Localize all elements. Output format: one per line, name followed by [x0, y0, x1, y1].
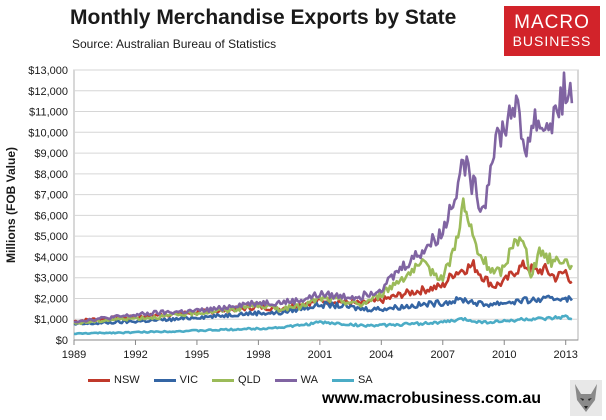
y-tick-label: $2,000	[34, 293, 68, 305]
legend-swatch	[153, 378, 176, 382]
y-tick-label: $11,000	[29, 107, 68, 119]
footer-url: www.macrobusiness.com.au	[322, 390, 542, 407]
y-tick-label: $8,000	[34, 169, 68, 181]
y-tick-label: $10,000	[28, 127, 68, 139]
legend-label: NSW	[114, 374, 140, 386]
legend-label: QLD	[238, 374, 261, 386]
x-tick-label: 2013	[553, 349, 577, 361]
legend-swatch	[212, 378, 235, 382]
legend-swatch	[274, 378, 297, 382]
x-tick-label: 1989	[62, 349, 86, 361]
legend-item-vic: VIC	[153, 374, 199, 386]
logo-line-1: MACRO	[514, 12, 590, 33]
wolf-icon	[570, 380, 602, 416]
legend-label: WA	[300, 374, 318, 386]
legend-label: SA	[357, 374, 373, 386]
x-tick-label: 1992	[123, 349, 147, 361]
chart-title: Monthly Merchandise Exports by State	[70, 6, 457, 29]
x-tick-label: 1998	[246, 349, 270, 361]
y-tick-label: $13,000	[28, 65, 68, 77]
legend-label: VIC	[179, 374, 199, 386]
y-tick-label: $0	[56, 335, 68, 347]
legend-item-wa: WA	[274, 374, 318, 386]
series-line-nsw	[73, 259, 573, 324]
y-tick-label: $1,000	[34, 314, 68, 326]
legend-item-sa: SA	[331, 374, 373, 386]
logo-line-2: BUSINESS	[512, 33, 592, 49]
series-line-sa	[73, 314, 573, 336]
x-tick-label: 2001	[308, 349, 332, 361]
x-tick-label: 2010	[492, 349, 516, 361]
series-line-qld	[73, 197, 574, 326]
macrobusiness-logo: MACRO BUSINESS	[504, 6, 600, 56]
chart-source: Source: Australian Bureau of Statistics	[72, 37, 277, 51]
x-tick-label: 1995	[185, 349, 209, 361]
legend-swatch	[331, 378, 354, 382]
legend-item-qld: QLD	[212, 374, 261, 386]
y-tick-label: $12,000	[28, 86, 68, 98]
chart-legend: NSW VIC QLD WA SA	[88, 374, 373, 386]
x-tick-label: 2007	[431, 349, 455, 361]
y-tick-label: $6,000	[34, 210, 68, 222]
y-tick-label: $5,000	[34, 231, 68, 243]
legend-swatch	[88, 378, 110, 382]
series-line-wa	[73, 71, 574, 324]
y-tick-label: $3,000	[34, 273, 68, 285]
y-axis-title: Millions (FOB Value)	[4, 147, 18, 263]
x-tick-label: 2004	[369, 349, 393, 361]
plot-area	[73, 69, 579, 341]
y-tick-label: $4,000	[34, 252, 68, 264]
legend-item-nsw: NSW	[88, 374, 140, 386]
y-tick-label: $9,000	[34, 148, 68, 160]
y-tick-label: $7,000	[34, 190, 68, 202]
